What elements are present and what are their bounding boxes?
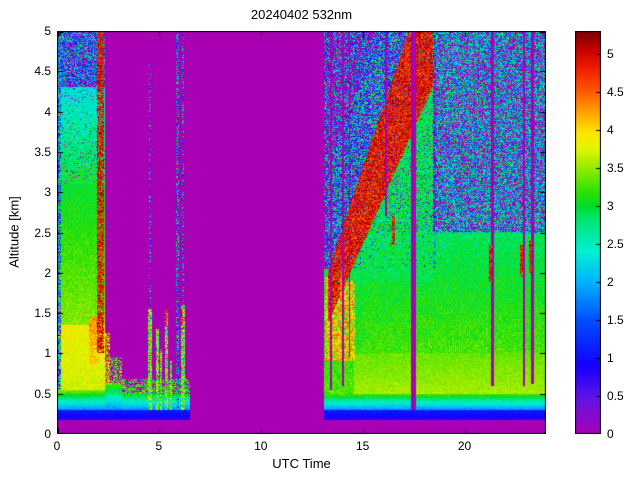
x-tick-label: 0: [54, 439, 61, 453]
colorbar-tick-label: 3: [607, 199, 614, 213]
colorbar-tick-label: 0: [607, 427, 614, 441]
y-tick-label: 0: [44, 427, 51, 441]
colorbar-tick-label: 0.5: [607, 389, 624, 403]
colorbar-tick-label: 4.5: [607, 85, 624, 99]
y-tick-label: 1.5: [34, 306, 51, 320]
y-tick-label: 4.5: [34, 64, 51, 78]
colorbar-tick-label: 3.5: [607, 161, 624, 175]
colorbar-tick-label: 2: [607, 275, 614, 289]
colorbar-tick-label: 1: [607, 351, 614, 365]
y-tick-label: 2: [44, 266, 51, 280]
y-tick-label: 0.5: [34, 387, 51, 401]
colorbar-tick-label: 5: [607, 47, 614, 61]
colorbar-tick-label: 2.5: [607, 237, 624, 251]
y-tick-label: 3: [44, 185, 51, 199]
y-tick-label: 1: [44, 346, 51, 360]
heatmap-canvas: [57, 31, 546, 434]
figure-root: 20240402 532nm UTC Time Altitude [km] 0 5…: [0, 0, 640, 480]
colorbar-canvas: [575, 31, 601, 434]
y-axis-label: Altitude [km]: [7, 196, 22, 268]
x-tick-label: 20: [458, 439, 471, 453]
x-tick-label: 5: [156, 439, 163, 453]
x-axis-label: UTC Time: [57, 456, 546, 471]
x-tick-label: 10: [254, 439, 267, 453]
y-tick-label: 5: [44, 24, 51, 38]
y-tick-label: 2.5: [34, 226, 51, 240]
x-tick-label: 15: [356, 439, 369, 453]
y-tick-label: 4: [44, 105, 51, 119]
colorbar-tick-label: 1.5: [607, 313, 624, 327]
y-tick-label: 3.5: [34, 145, 51, 159]
plot-title: 20240402 532nm: [57, 7, 546, 22]
colorbar-tick-label: 4: [607, 123, 614, 137]
